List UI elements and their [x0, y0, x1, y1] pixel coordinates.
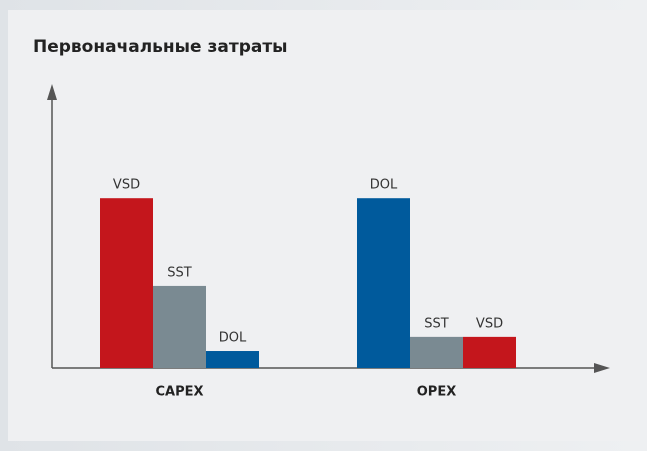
chart-title: Первоначальные затраты	[33, 37, 288, 57]
bar	[100, 198, 153, 368]
bar	[463, 336, 516, 368]
bar	[153, 285, 206, 368]
bar-label: VSD	[476, 316, 503, 331]
category-label: OPEX	[417, 385, 456, 400]
bar-label: SST	[424, 316, 449, 331]
bar-label: DOL	[370, 178, 398, 193]
bar	[410, 336, 463, 368]
bar	[357, 198, 410, 368]
bar-label: DOL	[219, 331, 247, 346]
category-label: CAPEX	[155, 385, 203, 400]
x-arrow	[594, 363, 610, 373]
bar	[206, 351, 259, 368]
y-arrow	[47, 84, 57, 100]
bar-label: VSD	[113, 178, 140, 193]
bar-label: SST	[167, 265, 192, 280]
